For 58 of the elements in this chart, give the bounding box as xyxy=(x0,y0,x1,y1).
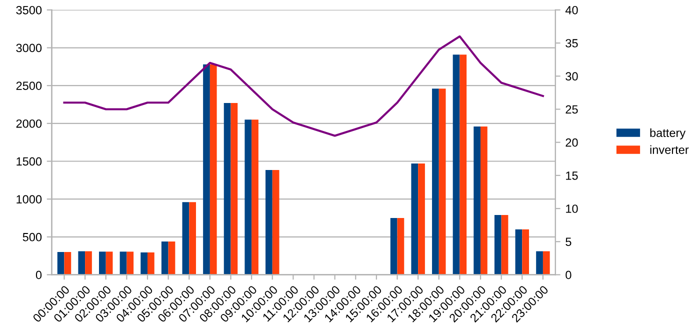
y2-tick-label: 20 xyxy=(566,138,578,147)
bar xyxy=(252,120,258,275)
y-tick-label: 500 xyxy=(22,232,42,242)
bar xyxy=(126,252,134,275)
legend-label: inverter xyxy=(650,145,689,154)
bar xyxy=(266,170,272,275)
y-tick-label: 1500 xyxy=(16,157,42,166)
bar xyxy=(501,214,508,275)
bar xyxy=(438,88,446,275)
bar xyxy=(432,88,439,275)
y2-tick-label: 0 xyxy=(566,270,572,280)
legend-label: battery xyxy=(650,128,686,140)
bar xyxy=(57,252,64,275)
bar xyxy=(452,54,460,275)
bar xyxy=(474,126,481,275)
bar xyxy=(120,252,127,275)
bar xyxy=(522,229,530,275)
y-tick-label: 3000 xyxy=(16,44,42,52)
y2-tick-label: 30 xyxy=(566,72,578,81)
y-tick-label: 2500 xyxy=(16,82,42,90)
y-tick-label: 2000 xyxy=(16,119,42,128)
y2-tick-label: 10 xyxy=(566,204,578,213)
bar xyxy=(168,241,176,275)
bar xyxy=(99,252,106,275)
bar xyxy=(418,164,425,275)
bar xyxy=(210,64,217,275)
bar xyxy=(494,214,502,275)
y2-tick-label: 40 xyxy=(565,6,578,14)
y2-tick-label: 35 xyxy=(566,39,578,48)
y2-tick-label: 25 xyxy=(566,105,578,114)
bar xyxy=(64,252,72,275)
bar xyxy=(140,252,148,275)
bar xyxy=(203,64,210,275)
bar xyxy=(78,251,86,275)
y-tick-label: 3500 xyxy=(16,6,42,14)
bar xyxy=(390,218,398,275)
y2-tick-label: 15 xyxy=(566,172,578,180)
bar xyxy=(85,251,92,275)
bar xyxy=(536,251,543,275)
line-series xyxy=(63,35,544,137)
bar xyxy=(542,251,550,275)
bar xyxy=(224,102,231,275)
bar xyxy=(460,54,467,275)
y-tick-label: 0 xyxy=(36,270,42,280)
bar xyxy=(189,202,196,275)
bar xyxy=(182,202,190,275)
bar xyxy=(244,120,252,275)
bar xyxy=(397,218,404,275)
bar xyxy=(411,164,418,275)
bar xyxy=(147,252,154,275)
bar xyxy=(230,102,238,275)
bar xyxy=(272,170,280,275)
y-tick-label: 1000 xyxy=(16,195,42,204)
bar xyxy=(515,229,522,275)
bar xyxy=(106,252,113,275)
bar xyxy=(161,241,168,275)
y2-tick-label: 5 xyxy=(566,238,572,246)
bar xyxy=(480,126,488,275)
